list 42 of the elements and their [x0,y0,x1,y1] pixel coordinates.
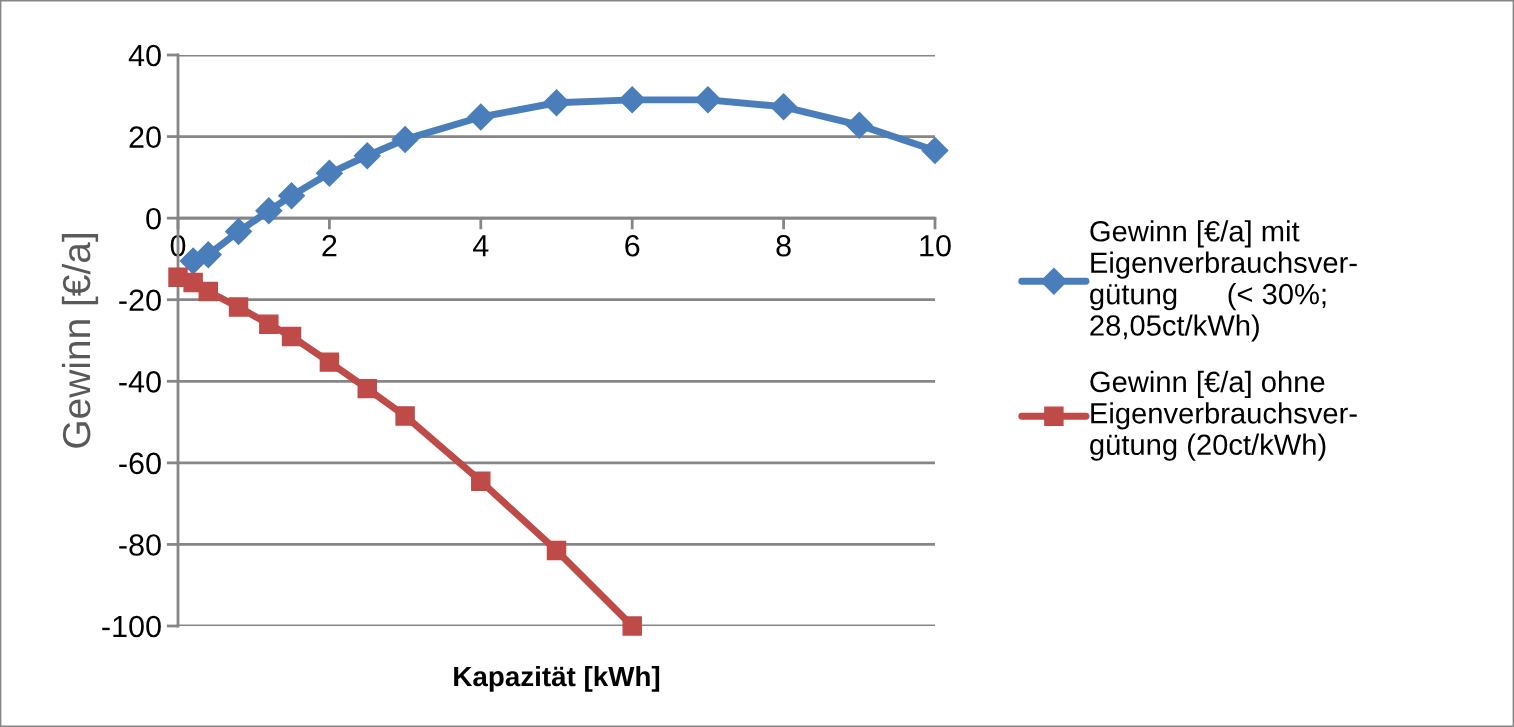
x-tick-label: 10 [920,234,951,257]
x-axis-title: Kapazität [kWh] [454,665,660,692]
point [694,86,722,114]
point [278,182,306,210]
point [357,378,377,399]
point [353,142,381,170]
x-tick-label: 2 [322,234,337,257]
point [281,326,302,347]
point [255,197,283,225]
y-tick-label: -60 [119,452,161,475]
x-tick-label: 6 [625,234,640,257]
point [543,89,570,117]
point [622,616,642,636]
y-tick-label: -80 [119,534,161,556]
y-tick-label: -100 [102,615,161,638]
point [845,111,873,139]
point [471,471,491,491]
y-tick-label: -40 [119,371,161,393]
point [921,136,949,164]
y-tick-label: 20 [129,126,161,148]
point [618,86,646,114]
y-axis-title: Gewinn [€/a] [61,234,99,448]
point [259,314,279,334]
legend-label: Gewinn [€/a] mit Eigenverbrauchsver- gütung (< 30%; 28,05ct/kWh) [1090,220,1357,342]
point [770,93,798,121]
point [319,352,340,372]
y-tick-label: 0 [146,207,161,230]
point [228,297,249,317]
point [194,241,222,269]
point [183,272,203,293]
y-tick-label: 40 [128,44,161,67]
x-tick-label: 4 [473,235,489,257]
y-tick-label: -20 [119,289,161,312]
point [198,281,219,302]
point [467,103,495,131]
legend-label: Gewinn [€/a] ohne Eigenverbrauchsver- gütung (20ct/kWh) [1090,370,1357,461]
point [546,540,567,561]
point [225,218,253,246]
point [315,159,343,187]
point [395,406,415,426]
x-tick-label: 8 [776,234,791,257]
point [391,125,419,153]
